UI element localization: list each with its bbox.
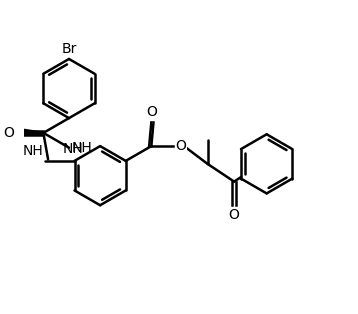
Text: O: O: [3, 126, 14, 140]
Text: O: O: [229, 208, 240, 222]
Text: NH: NH: [23, 144, 43, 158]
Text: NH: NH: [63, 142, 83, 156]
Text: O: O: [175, 139, 186, 153]
Text: O: O: [146, 105, 157, 119]
Text: Br: Br: [61, 42, 77, 56]
Text: NH: NH: [72, 141, 93, 155]
